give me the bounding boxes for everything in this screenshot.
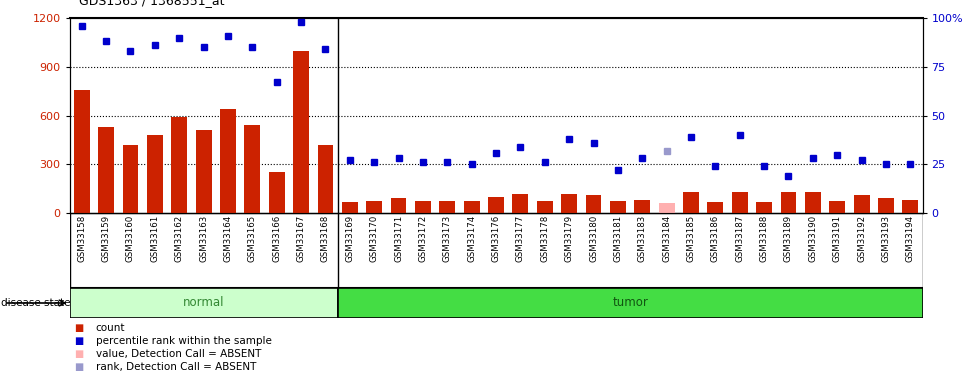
- Bar: [415, 201, 431, 213]
- Bar: [732, 192, 748, 213]
- Bar: [99, 127, 114, 213]
- Text: rank, Detection Call = ABSENT: rank, Detection Call = ABSENT: [96, 362, 256, 372]
- Text: GSM33181: GSM33181: [613, 215, 622, 262]
- Text: GSM33184: GSM33184: [662, 215, 671, 262]
- Bar: [342, 202, 357, 213]
- Bar: [293, 51, 309, 213]
- Text: GSM33186: GSM33186: [711, 215, 720, 262]
- Text: GSM33191: GSM33191: [833, 215, 841, 262]
- Bar: [683, 192, 699, 213]
- Bar: [513, 194, 528, 213]
- Text: ■: ■: [74, 323, 84, 333]
- Text: GSM33162: GSM33162: [175, 215, 184, 262]
- Text: GSM33171: GSM33171: [394, 215, 403, 262]
- Bar: [123, 145, 138, 213]
- Text: ■: ■: [74, 349, 84, 359]
- Text: ■: ■: [74, 336, 84, 346]
- Text: GSM33172: GSM33172: [418, 215, 427, 262]
- Text: GSM33165: GSM33165: [248, 215, 257, 262]
- Bar: [707, 202, 724, 213]
- Bar: [70, 288, 338, 318]
- Bar: [73, 90, 90, 213]
- Text: tumor: tumor: [612, 297, 648, 309]
- Bar: [338, 288, 923, 318]
- Text: GSM33166: GSM33166: [272, 215, 281, 262]
- Bar: [659, 203, 674, 213]
- Bar: [585, 195, 602, 213]
- Text: GSM33192: GSM33192: [857, 215, 867, 262]
- Text: GSM33187: GSM33187: [735, 215, 744, 262]
- Text: percentile rank within the sample: percentile rank within the sample: [96, 336, 271, 346]
- Bar: [635, 200, 650, 213]
- Bar: [244, 125, 260, 213]
- Bar: [610, 201, 626, 213]
- Bar: [830, 201, 845, 213]
- Bar: [805, 192, 821, 213]
- Text: GSM33174: GSM33174: [468, 215, 476, 262]
- Bar: [756, 202, 772, 213]
- Text: GSM33178: GSM33178: [540, 215, 550, 262]
- Bar: [537, 201, 553, 213]
- Text: GSM33169: GSM33169: [345, 215, 355, 262]
- Text: GSM33168: GSM33168: [321, 215, 330, 262]
- Text: GSM33193: GSM33193: [881, 215, 891, 262]
- Bar: [269, 172, 285, 213]
- Bar: [854, 195, 869, 213]
- Bar: [902, 200, 919, 213]
- Bar: [390, 198, 407, 213]
- Bar: [464, 201, 479, 213]
- Bar: [171, 117, 187, 213]
- Text: GSM33185: GSM33185: [687, 215, 696, 262]
- Text: GSM33183: GSM33183: [638, 215, 647, 262]
- Text: ■: ■: [74, 362, 84, 372]
- Bar: [220, 109, 236, 213]
- Bar: [147, 135, 162, 213]
- Text: GSM33177: GSM33177: [516, 215, 525, 262]
- Text: GSM33180: GSM33180: [589, 215, 598, 262]
- Text: normal: normal: [183, 297, 224, 309]
- Text: GSM33194: GSM33194: [906, 215, 915, 262]
- Text: GSM33158: GSM33158: [77, 215, 86, 262]
- Text: GSM33164: GSM33164: [223, 215, 233, 262]
- Text: GSM33160: GSM33160: [126, 215, 135, 262]
- Text: GSM33176: GSM33176: [492, 215, 500, 262]
- Bar: [781, 192, 796, 213]
- Bar: [440, 201, 455, 213]
- Text: GSM33179: GSM33179: [565, 215, 574, 262]
- Text: count: count: [96, 323, 126, 333]
- Bar: [561, 194, 577, 213]
- Bar: [366, 201, 383, 213]
- Bar: [196, 130, 212, 213]
- Text: value, Detection Call = ABSENT: value, Detection Call = ABSENT: [96, 349, 261, 359]
- Text: GDS1363 / 1368551_at: GDS1363 / 1368551_at: [79, 0, 225, 7]
- Text: GSM33167: GSM33167: [297, 215, 305, 262]
- Text: GSM33170: GSM33170: [370, 215, 379, 262]
- Text: GSM33189: GSM33189: [784, 215, 793, 262]
- Text: disease state: disease state: [1, 298, 71, 308]
- Text: GSM33188: GSM33188: [759, 215, 769, 262]
- Bar: [878, 198, 894, 213]
- Text: GSM33159: GSM33159: [101, 215, 111, 262]
- Text: GSM33173: GSM33173: [442, 215, 452, 262]
- Text: GSM33163: GSM33163: [199, 215, 208, 262]
- Text: GSM33190: GSM33190: [809, 215, 817, 262]
- Bar: [318, 145, 333, 213]
- Bar: [488, 197, 504, 213]
- Text: GSM33161: GSM33161: [151, 215, 159, 262]
